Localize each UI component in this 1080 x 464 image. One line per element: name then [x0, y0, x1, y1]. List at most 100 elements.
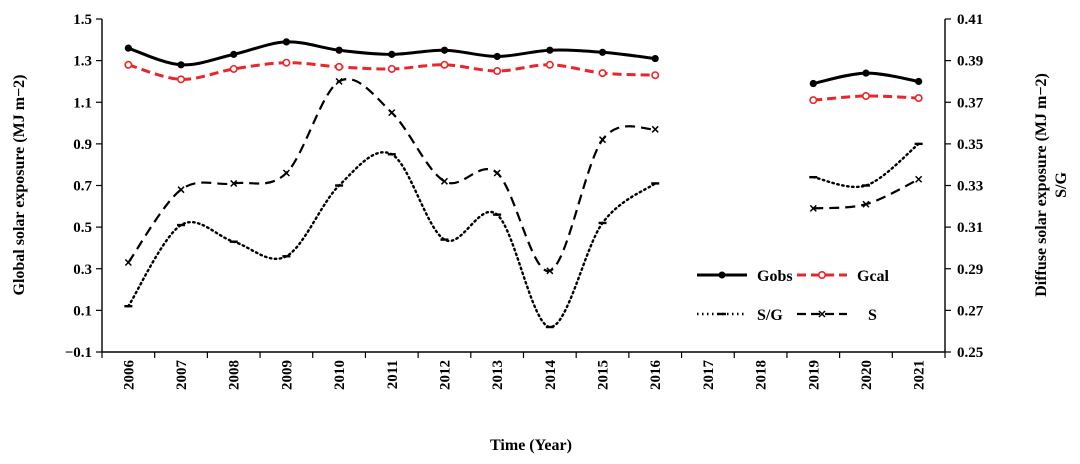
x-tick-label: 2007 [174, 360, 190, 391]
point-s-2010 [335, 77, 343, 85]
point-gobs-2019 [809, 79, 817, 88]
legend: Gobs Gcal S/G S [697, 268, 890, 324]
point-s-2014 [546, 267, 554, 275]
point-gobs-2008 [230, 50, 238, 58]
right-tick-label: 0.33 [957, 179, 983, 195]
left-axis-label: Global solar exposure (MJ m−2) [11, 75, 28, 296]
point-gcal-2016 [651, 71, 660, 80]
left-tick-label: 1.1 [73, 95, 92, 111]
point-gobs-2011 [388, 50, 396, 58]
point-s-2020 [862, 200, 870, 208]
x-tick-label: 2012 [437, 360, 453, 390]
legend-gcal-label: Gcal [857, 268, 890, 285]
point-s-2009 [282, 169, 290, 177]
point-gobs-2006 [124, 44, 132, 52]
point-gobs-2015 [598, 48, 607, 56]
x-tick-label: 2021 [912, 360, 928, 390]
point-gobs-2007 [177, 61, 185, 69]
right-tick-label: 0.25 [957, 345, 983, 361]
x-tick-label: 2014 [543, 360, 559, 391]
right-axis-label: Diffuse solar exposure (MJ m−2) [1033, 73, 1050, 297]
point-s-2012 [440, 177, 448, 185]
point-gcal-2012 [440, 60, 449, 69]
point-s-2016 [651, 125, 659, 133]
left-tick-label: 0.7 [73, 179, 92, 195]
point-gcal-2008 [229, 64, 238, 73]
series-layer [124, 38, 923, 329]
legend-s-label: S [868, 307, 877, 324]
right-axis-label-sg: S/G [1053, 172, 1070, 198]
right-axis-ticks: 0.25 0.27 0.29 0.31 0.33 0.35 0.37 0.39 0.41 [945, 12, 984, 361]
right-tick-label: 0.27 [957, 303, 984, 319]
point-gcal-2019 [809, 96, 818, 105]
left-tick-label: 0.5 [73, 220, 92, 236]
x-tick-label: 2020 [859, 360, 875, 390]
point-gcal-2006 [124, 60, 133, 69]
point-gcal-2021 [914, 94, 923, 103]
point-gcal-2015 [598, 69, 607, 78]
right-tick-label: 0.37 [957, 95, 984, 111]
point-gobs-2009 [282, 38, 291, 46]
point-s-2015 [599, 136, 607, 144]
left-tick-label: 0.3 [73, 262, 92, 278]
x-tick-label: 2009 [279, 360, 295, 390]
series-line-s [127, 78, 656, 272]
point-gcal-2014 [545, 60, 554, 69]
point-gobs-2014 [546, 46, 554, 54]
right-tick-label: 0.35 [957, 137, 983, 153]
point-s-2008 [230, 179, 238, 187]
legend-s-marker [818, 310, 826, 318]
left-axis-ticks: −0.1 0.1 0.3 0.5 0.7 0.9 1.1 1.3 1.5 [65, 12, 102, 361]
series-gcal [124, 58, 923, 105]
point-gobs-2012 [440, 46, 449, 54]
right-tick-label: 0.39 [957, 54, 983, 70]
left-tick-label: 1.3 [73, 54, 92, 70]
point-s-2007 [177, 186, 185, 194]
series-line-sg [127, 151, 657, 329]
point-gobs-2010 [335, 46, 343, 54]
x-tick-label: 2018 [754, 360, 770, 390]
point-gcal-2020 [861, 92, 870, 101]
series-sg [124, 142, 923, 329]
point-s-2013 [493, 169, 501, 177]
x-tick-label: 2008 [227, 360, 243, 390]
x-tick-label: 2011 [385, 360, 401, 389]
series-gobs [124, 38, 923, 88]
x-tick-label: 2017 [701, 360, 717, 391]
legend-gobs-label: Gobs [757, 268, 793, 285]
legend-sg-label: S/G [757, 307, 783, 324]
point-s-2021 [915, 175, 923, 183]
point-gobs-2020 [862, 69, 870, 77]
right-tick-label: 0.29 [957, 262, 983, 278]
point-s-2019 [809, 204, 817, 212]
left-tick-label: −0.1 [65, 345, 92, 361]
point-gobs-2013 [493, 52, 501, 61]
x-tick-label: 2013 [490, 360, 506, 390]
right-tick-label: 0.41 [957, 12, 983, 28]
x-axis-label: Time (Year) [490, 437, 572, 454]
x-tick-label: 2016 [648, 360, 664, 391]
series-line-sg [812, 142, 920, 188]
x-tick-label: 2006 [121, 360, 137, 391]
left-tick-label: 0.1 [73, 303, 92, 319]
right-tick-label: 0.31 [957, 220, 983, 236]
point-gcal-2009 [282, 58, 291, 67]
point-gcal-2011 [387, 64, 396, 73]
x-tick-label: 2019 [806, 360, 822, 390]
left-tick-label: 1.5 [73, 12, 92, 28]
point-gcal-2007 [177, 75, 186, 84]
point-gobs-2016 [651, 54, 659, 63]
x-tick-label: 2010 [332, 360, 348, 390]
x-axis-ticks: 2006 2007 2008 2009 2010 2011 2012 2013 2014 2015… [101, 352, 946, 391]
left-tick-label: 0.9 [73, 137, 92, 153]
point-gcal-2013 [493, 67, 502, 76]
x-tick-label: 2015 [596, 360, 612, 390]
legend-gobs-marker [718, 271, 726, 279]
point-s-2006 [124, 258, 132, 267]
legend-gcal-marker [817, 270, 826, 279]
point-gobs-2021 [915, 77, 923, 86]
series-s [124, 77, 923, 275]
point-gcal-2010 [335, 62, 344, 71]
point-s-2011 [388, 109, 396, 117]
